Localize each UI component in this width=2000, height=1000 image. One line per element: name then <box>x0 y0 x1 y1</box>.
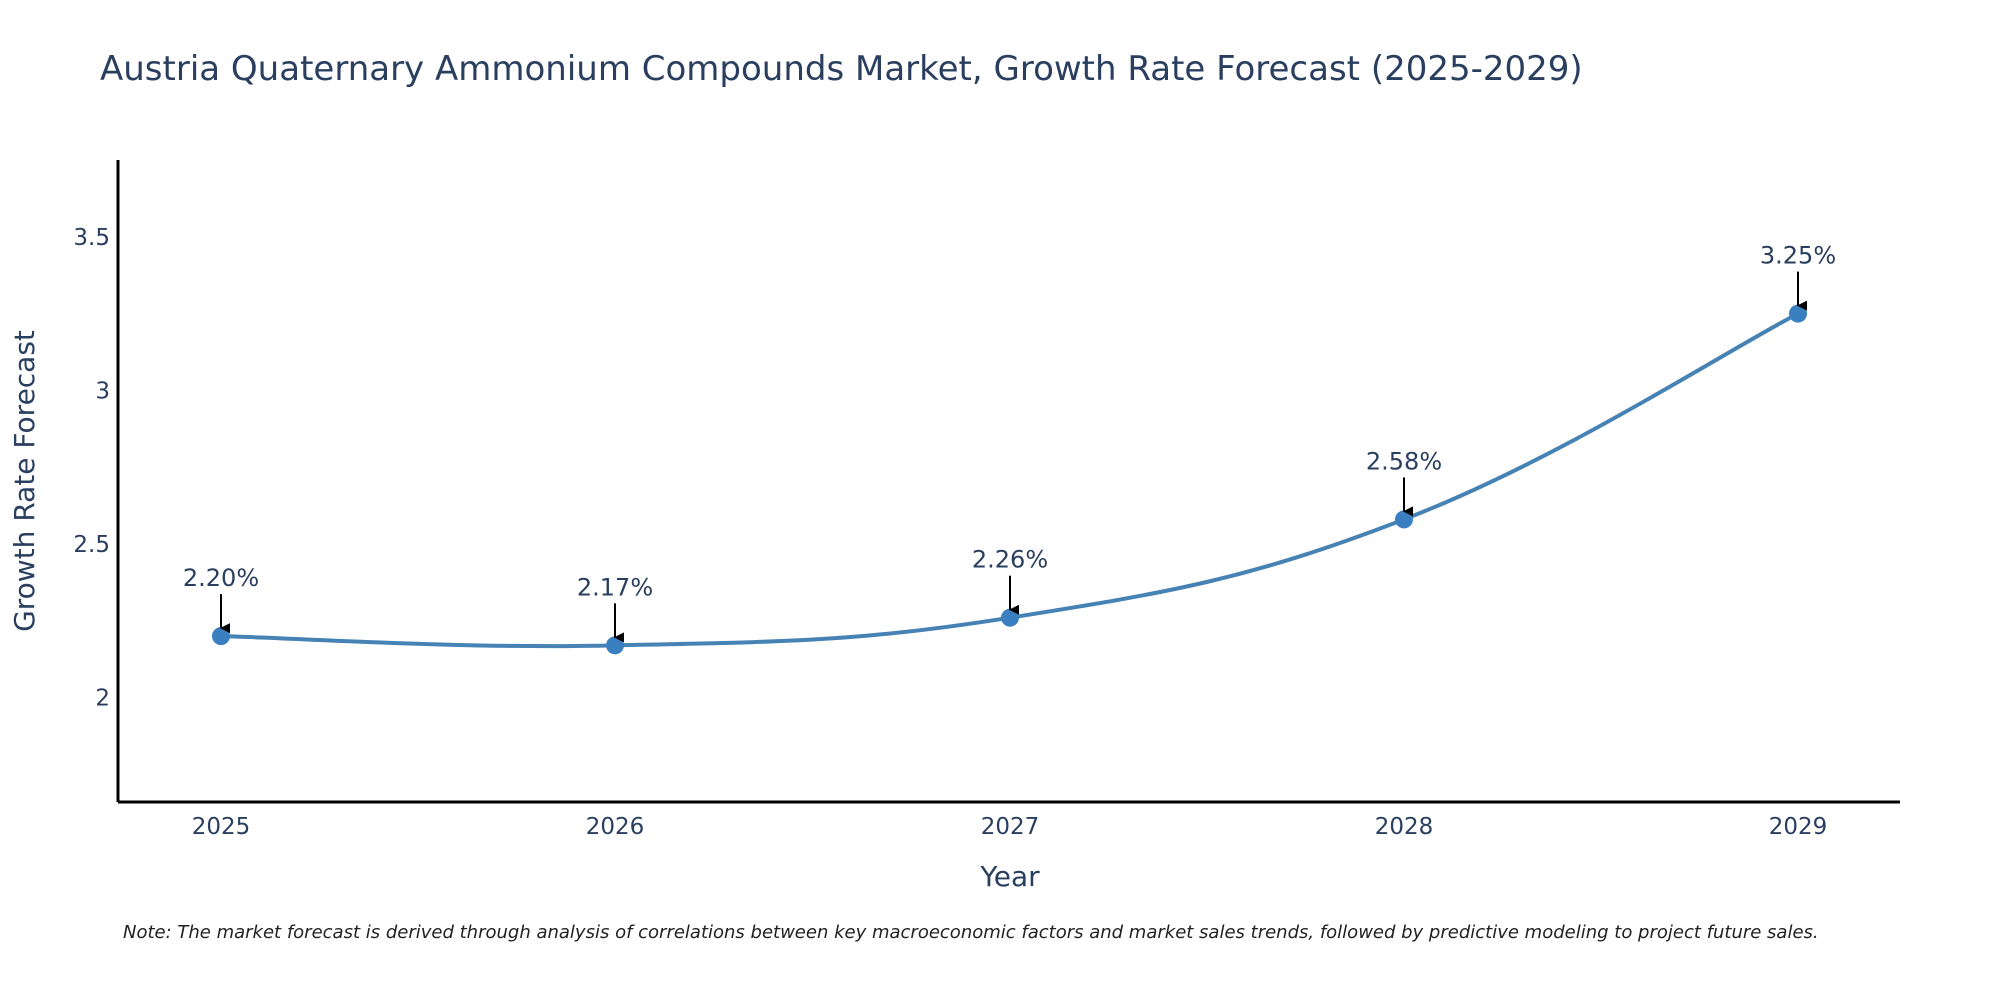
data-point <box>1395 510 1413 529</box>
y-axis-title: Growth Rate Forecast <box>8 330 41 632</box>
footnote: Note: The market forecast is derived thr… <box>123 922 1819 943</box>
y-tick-label: 3.5 <box>73 225 110 251</box>
data-label: 2.26% <box>972 546 1048 574</box>
data-point <box>1001 608 1019 627</box>
data-point <box>606 636 624 655</box>
x-tick-label: 2025 <box>192 814 251 840</box>
data-label: 2.17% <box>577 573 653 601</box>
x-axis-title: Year <box>979 860 1040 893</box>
data-point <box>1789 304 1807 323</box>
data-label: 2.20% <box>183 564 259 592</box>
data-annotations: 2.20% 2.17% 2.26% 2.58% 3.25% <box>183 242 1836 643</box>
x-tick-label: 2026 <box>586 814 645 840</box>
x-tick-label: 2029 <box>1769 814 1828 840</box>
y-tick-labels: 2 2.5 3 3.5 <box>73 225 110 712</box>
axes <box>116 160 1900 804</box>
data-point <box>212 627 230 646</box>
x-tick-label: 2028 <box>1375 814 1434 840</box>
chart-title: Austria Quaternary Ammonium Compounds Ma… <box>100 49 1583 89</box>
x-tick-label: 2027 <box>981 814 1040 840</box>
data-label: 2.58% <box>1366 447 1442 475</box>
y-tick-label: 3 <box>95 378 110 404</box>
y-tick-label: 2.5 <box>73 532 110 558</box>
y-tick-label: 2 <box>95 686 110 712</box>
series-line <box>220 311 1799 649</box>
x-tick-labels: 2025 2026 2027 2028 2029 <box>192 814 1828 840</box>
data-label: 3.25% <box>1760 242 1836 270</box>
